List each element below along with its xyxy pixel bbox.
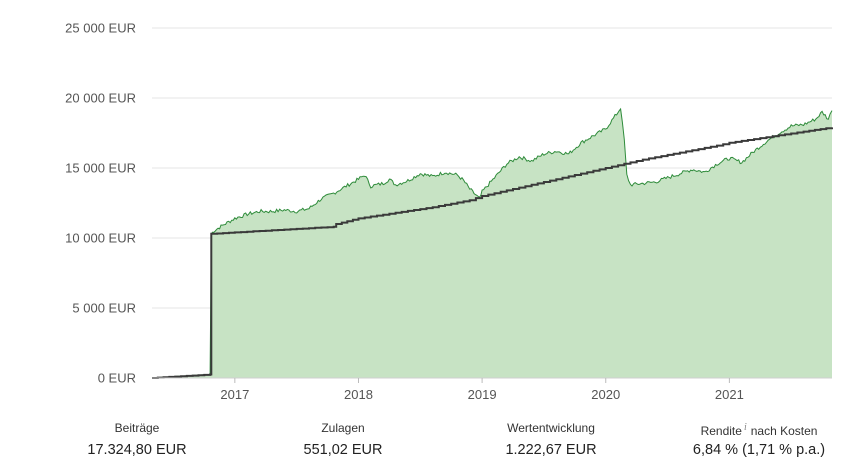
stat-contributions: Beiträge 17.324,80 EUR <box>62 418 212 462</box>
info-icon[interactable]: i <box>743 422 747 433</box>
value-line <box>151 107 833 379</box>
stat-label: Beiträge <box>114 421 160 435</box>
x-axis-ticks: 2017 2018 2019 2020 2021 <box>152 377 832 402</box>
portfolio-chart: 0 EUR 5 000 EUR 10 000 EUR 15 000 EUR 20 000… <box>65 21 833 402</box>
y-tick-label: 5 000 EUR <box>72 301 136 316</box>
contribution-series <box>152 127 833 379</box>
x-tick-label: 2017 <box>220 387 249 402</box>
x-tick-label: 2018 <box>344 387 373 402</box>
stat-return: Rendite i nach Kosten 6,84 % (1,71 % p.a.) <box>668 418 850 462</box>
stat-label-return: Rendite i nach Kosten <box>668 418 850 438</box>
contribution-line <box>152 127 833 379</box>
y-tick-label: 20 000 EUR <box>65 91 136 106</box>
value-area <box>152 109 832 378</box>
stat-value: 17.324,80 EUR <box>87 442 187 458</box>
y-tick-label: 0 EUR <box>98 371 136 386</box>
value-area-series <box>151 107 833 379</box>
stat-value: 6,84 % (1,71 % p.a.) <box>692 442 826 458</box>
stat-value: 1.222,67 EUR <box>505 442 597 458</box>
summary-stats: Beiträge 17.324,80 EUR Zulagen 551,02 EU… <box>0 418 852 470</box>
x-tick-label: 2020 <box>591 387 620 402</box>
chart-svg: 0 EUR 5 000 EUR 10 000 EUR 15 000 EUR 20 000… <box>65 21 833 402</box>
y-tick-label: 25 000 EUR <box>65 21 136 36</box>
stat-allowances: Zulagen 551,02 EUR <box>268 418 418 462</box>
stat-label: Wertentwicklung <box>507 421 595 435</box>
return-label-suffix: nach Kosten <box>750 424 818 438</box>
x-tick-label: 2019 <box>468 387 497 402</box>
stat-value: 551,02 EUR <box>303 442 383 458</box>
y-tick-label: 15 000 EUR <box>65 161 136 176</box>
stat-label: Zulagen <box>321 421 365 435</box>
stat-performance: Wertentwicklung 1.222,67 EUR <box>476 418 626 462</box>
return-label: Rendite <box>700 424 742 438</box>
y-axis-ticks: 0 EUR 5 000 EUR 10 000 EUR 15 000 EUR 20 000… <box>65 21 136 386</box>
x-tick-label: 2021 <box>715 387 744 402</box>
y-tick-label: 10 000 EUR <box>65 231 136 246</box>
